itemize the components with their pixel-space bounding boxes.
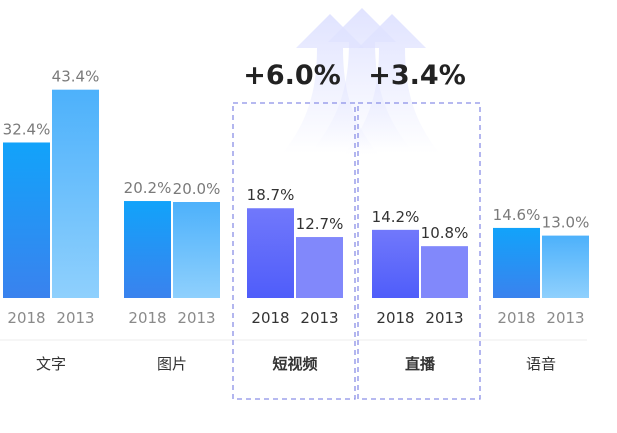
year-label: 2018 bbox=[376, 309, 414, 327]
data-label: 20.0% bbox=[173, 180, 221, 198]
growth-arrows-icon bbox=[282, 8, 440, 154]
data-label: 14.2% bbox=[372, 208, 420, 226]
data-label: 20.2% bbox=[124, 179, 172, 197]
category-label: 短视频 bbox=[272, 355, 317, 373]
year-label: 2013 bbox=[546, 309, 584, 327]
highlight-box bbox=[357, 102, 481, 400]
data-label: 43.4% bbox=[52, 68, 100, 86]
bar bbox=[372, 229, 419, 298]
year-label: 2013 bbox=[56, 309, 94, 327]
category-label: 直播 bbox=[405, 355, 436, 373]
data-label: 12.7% bbox=[296, 215, 344, 233]
delta-label: +3.4% bbox=[368, 60, 466, 91]
data-label: 32.4% bbox=[3, 120, 51, 138]
bar bbox=[421, 246, 468, 298]
year-label: 2013 bbox=[177, 309, 215, 327]
bar bbox=[542, 235, 589, 298]
year-label: 2018 bbox=[497, 309, 535, 327]
data-label: 14.6% bbox=[493, 206, 541, 224]
bar bbox=[124, 201, 171, 298]
delta-label: +6.0% bbox=[243, 60, 341, 91]
bar bbox=[493, 227, 540, 298]
bar bbox=[3, 142, 50, 298]
bar bbox=[173, 202, 220, 298]
category-label: 图片 bbox=[157, 355, 187, 373]
bar bbox=[52, 89, 99, 299]
year-label: 2013 bbox=[300, 309, 338, 327]
category-label: 语音 bbox=[526, 355, 556, 373]
year-label: 2018 bbox=[251, 309, 289, 327]
data-label: 13.0% bbox=[542, 214, 590, 232]
category-label: 文字 bbox=[36, 355, 66, 373]
data-label: 18.7% bbox=[247, 186, 295, 204]
bar bbox=[296, 237, 343, 298]
year-label: 2018 bbox=[7, 309, 45, 327]
highlight-box bbox=[232, 102, 356, 400]
data-label: 10.8% bbox=[421, 224, 469, 242]
year-label: 2018 bbox=[128, 309, 166, 327]
year-label: 2013 bbox=[425, 309, 463, 327]
bar bbox=[247, 208, 294, 298]
